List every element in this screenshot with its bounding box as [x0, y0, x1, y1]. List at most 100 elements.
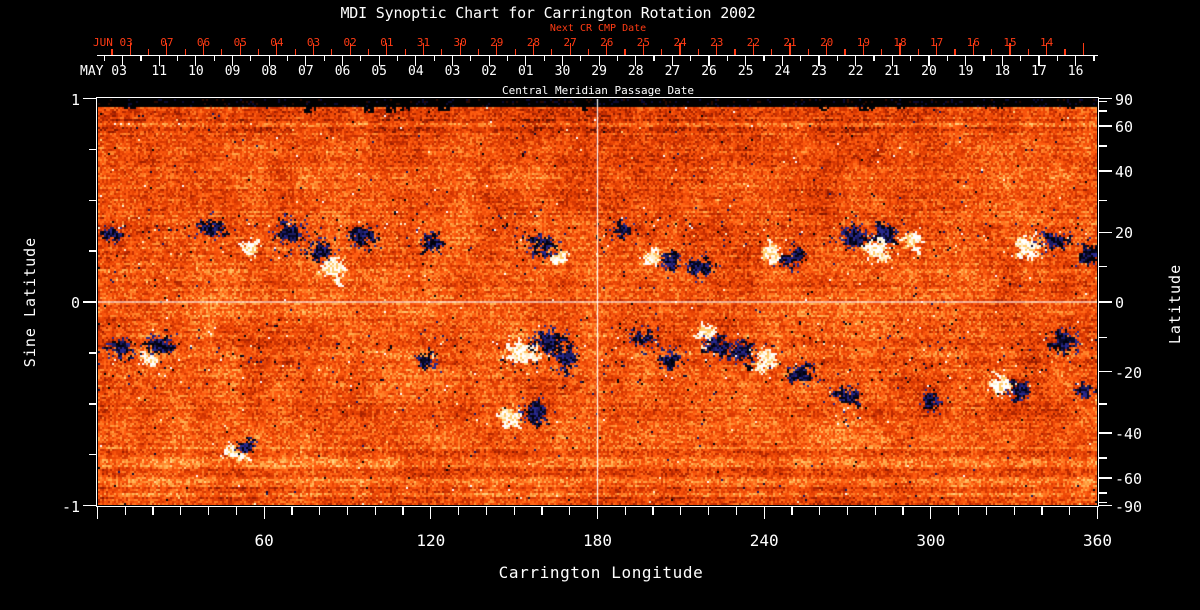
next-cr-day-label: 05	[233, 36, 247, 49]
latitude-tick	[1099, 403, 1107, 405]
longitude-tick	[430, 507, 432, 519]
longitude-tick	[596, 507, 599, 519]
next-cr-day-label: 20	[820, 36, 834, 49]
next-cr-day-tick	[312, 43, 315, 55]
cmp-halfday-tick	[983, 56, 985, 61]
cmp-day-tick	[1001, 56, 1003, 66]
latitude-tick	[1099, 145, 1107, 147]
cmp-halfday-tick	[726, 56, 728, 61]
cmp-halfday-tick	[1056, 56, 1058, 61]
next-cr-day-label: 04	[270, 36, 284, 49]
cmp-day-label: 30	[554, 64, 571, 79]
cmp-halfday-tick	[140, 56, 142, 61]
cmp-halfday-tick	[910, 56, 912, 61]
longitude-tick	[541, 507, 543, 515]
cmp-halfday-tick	[103, 56, 105, 61]
cmp-day-label: 02	[481, 64, 497, 79]
longitude-tick-label: 60	[254, 531, 274, 550]
next-cr-day-label: 22	[746, 36, 760, 49]
next-cr-halfday-tick	[844, 49, 846, 55]
next-cr-halfday-tick	[954, 49, 956, 55]
longitude-tick	[235, 507, 237, 515]
sine-latitude-tick	[83, 301, 96, 303]
latitude-tick	[1099, 457, 1107, 459]
longitude-tick	[1041, 507, 1043, 515]
sine-latitude-tick	[89, 352, 96, 354]
cmp-day-label: 17	[1031, 64, 1047, 79]
latitude-tick	[1099, 170, 1112, 172]
sine-latitude-tick	[89, 199, 96, 201]
cmp-day-tick	[671, 56, 673, 66]
longitude-tick	[708, 507, 710, 515]
longitude-tick	[791, 507, 793, 515]
next-cr-day-label: 16	[966, 36, 980, 49]
cmp-day-tick	[525, 56, 527, 66]
cmp-day-label: 09	[224, 64, 241, 79]
cmp-day-label: 25	[737, 64, 754, 79]
sine-latitude-tick	[89, 453, 96, 456]
next-cr-halfday-tick	[367, 49, 370, 55]
longitude-tick	[819, 507, 821, 515]
next-cr-halfday-tick	[624, 49, 626, 55]
latitude-tick	[1099, 370, 1112, 373]
latitude-tick	[1099, 265, 1107, 268]
next-cr-halfday-tick	[257, 49, 260, 55]
next-cr-day-label: 28	[526, 36, 541, 49]
cmp-day-label: 23	[811, 64, 827, 79]
longitude-tick	[902, 507, 904, 515]
longitude-tick	[402, 507, 404, 515]
cmp-day-tick	[1075, 56, 1077, 66]
cmp-axis-title: Central Meridian Passage Date	[501, 84, 695, 97]
latitude-tick-label: 40	[1115, 163, 1134, 182]
cmp-day-label: 21	[884, 64, 901, 79]
next-cr-day-label: 26	[600, 36, 614, 49]
cmp-day-label: 19	[957, 64, 974, 79]
next-cr-day-tick	[716, 43, 718, 55]
next-cr-day-tick	[862, 43, 864, 55]
cmp-halfday-tick	[763, 56, 765, 61]
next-cr-day-label: 23	[710, 36, 724, 49]
sine-latitude-tick-label: 0	[70, 294, 80, 312]
next-cr-halfday-tick	[111, 49, 113, 55]
next-cr-day-tick	[1009, 43, 1011, 55]
latitude-tick-label: 20	[1115, 224, 1134, 243]
cmp-day-label: 18	[994, 64, 1011, 79]
next-cr-day-tick	[972, 43, 974, 55]
next-cr-day-tick	[936, 43, 938, 55]
longitude-tick	[1096, 507, 1099, 519]
cmp-day-tick	[488, 56, 490, 66]
cmp-day-tick	[635, 56, 637, 66]
next-cr-day-label: 18	[893, 36, 907, 49]
cmp-day-label: 24	[774, 64, 791, 79]
cmp-day-label: 20	[921, 64, 937, 79]
cmp-halfday-tick	[470, 56, 472, 61]
next-cr-day-label: 30	[453, 36, 467, 49]
latitude-tick-label: -60	[1115, 470, 1143, 489]
cmp-day-tick	[1038, 56, 1040, 66]
next-cr-month-label: JUN 03	[93, 36, 133, 49]
cmp-day-label: 26	[701, 64, 717, 79]
next-cr-halfday-tick	[587, 49, 590, 55]
latitude-tick	[1099, 492, 1107, 494]
next-cr-day-tick	[899, 43, 901, 55]
cmp-halfday-tick	[543, 56, 545, 61]
next-cr-day-tick	[166, 43, 168, 55]
next-cr-halfday-tick	[514, 49, 516, 55]
cmp-day-label: 06	[334, 64, 351, 79]
sine-latitude-tick	[89, 148, 96, 151]
sine-latitude-tick	[83, 504, 96, 507]
sine-latitude-tick	[89, 250, 96, 252]
cmp-halfday-tick	[1020, 56, 1022, 61]
cmp-halfday-tick	[580, 56, 582, 61]
next-cr-day-label: 17	[930, 36, 944, 49]
cmp-halfday-tick	[1093, 56, 1095, 61]
cmp-halfday-tick	[873, 56, 875, 61]
next-cr-day-tick	[496, 43, 498, 55]
latitude-tick	[1099, 477, 1112, 479]
next-cr-day-label: 14	[1039, 36, 1054, 49]
next-cr-halfday-tick	[147, 49, 150, 55]
next-cr-halfday-tick	[331, 49, 333, 55]
next-cr-day-tick	[349, 43, 351, 55]
next-cr-day-tick	[606, 43, 608, 55]
longitude-tick	[763, 507, 765, 519]
